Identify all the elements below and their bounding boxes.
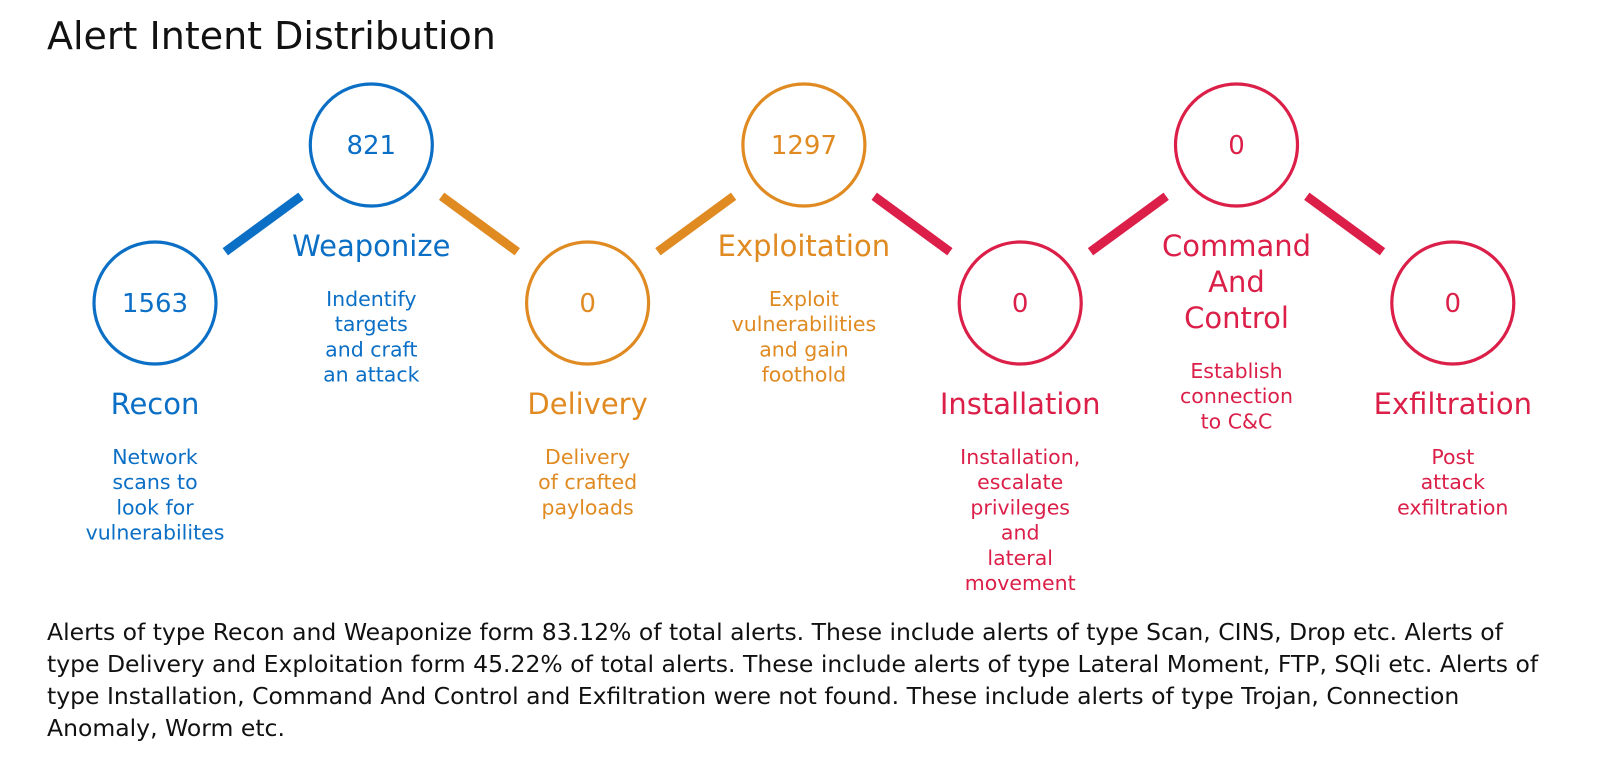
stage-description-line: payloads: [541, 495, 633, 519]
stage-description-line: vulnerabilites: [86, 521, 225, 545]
stage-description-recon: Network scans to look for vulnerabilites: [86, 445, 225, 545]
stage-count-exploitation: 1297: [771, 131, 837, 161]
stage-description-line: Exploit: [769, 287, 839, 311]
stage-recon: 1563 Recon Network scans to look for vulnerab…: [86, 240, 225, 545]
stage-count-recon: 1563: [122, 289, 188, 319]
stage-circle-weaponize: [308, 82, 434, 208]
stage-description-line: an attack: [323, 363, 420, 387]
stage-circle-delivery: [524, 240, 651, 366]
stage-exfiltration: 0 Exfiltration Post attack exfiltration: [1374, 240, 1532, 519]
stage-description-line: lateral: [987, 546, 1053, 570]
connector-weaponize-to-delivery: [438, 192, 520, 256]
summary-text-block: Alerts of type Recon and Weaponize form …: [47, 616, 1557, 744]
stage-description-exploitation: Exploit vulnerabilities and gain foothold: [732, 287, 877, 387]
connector-installation-to-command-and-control: [1087, 192, 1169, 256]
stage-label-line: And: [1208, 265, 1265, 299]
stage-count-installation: 0: [1012, 289, 1029, 319]
stage-weaponize: 821 Weaponize Indentify targets and craft an …: [292, 82, 450, 387]
stage-circle-exploitation: [741, 82, 867, 208]
stage-description-delivery: Delivery of crafted payloads: [538, 445, 637, 519]
stage-description-line: scans to: [112, 470, 197, 494]
stage-label-line: Command: [1162, 229, 1311, 263]
stage-description-line: of crafted: [538, 470, 637, 494]
stage-installation: 0 Installation Installation, escalate privil…: [940, 240, 1101, 595]
stage-label-line: Installation: [940, 387, 1101, 421]
connector-command-and-control-to-exfiltration: [1304, 192, 1386, 256]
stage-label-delivery: Delivery: [527, 387, 647, 421]
stage-label-line: Control: [1184, 301, 1289, 335]
stage-description-line: targets: [335, 312, 408, 336]
stage-description-line: vulnerabilities: [732, 312, 877, 336]
stage-command-and-control: 0 Command And Control Establish connection to …: [1162, 82, 1311, 433]
stage-description-line: attack: [1421, 470, 1485, 494]
connector-recon-to-weaponize: [222, 192, 304, 256]
stage-label-line: Exploitation: [718, 229, 890, 263]
page-title: Alert Intent Distribution: [47, 14, 496, 58]
stage-count-delivery: 0: [579, 289, 596, 319]
stage-description-line: exfiltration: [1397, 495, 1508, 519]
stage-description-line: look for: [116, 495, 194, 519]
stage-description-weaponize: Indentify targets and craft an attack: [323, 287, 420, 387]
stage-label-weaponize: Weaponize: [292, 229, 450, 263]
stage-label-exfiltration: Exfiltration: [1374, 387, 1532, 421]
stage-label-line: Exfiltration: [1374, 387, 1532, 421]
stage-description-line: and: [1001, 521, 1040, 545]
stage-circle-installation: [957, 240, 1083, 366]
stage-description-exfiltration: Post attack exfiltration: [1397, 445, 1508, 519]
stage-circle-exfiltration: [1390, 240, 1516, 366]
stage-label-exploitation: Exploitation: [718, 229, 890, 263]
stage-label-command-and-control: Command And Control: [1162, 229, 1311, 335]
stage-description-line: and craft: [325, 337, 417, 361]
stage-label-line: Delivery: [527, 387, 647, 421]
connector-delivery-to-exploitation: [655, 192, 737, 256]
stage-count-exfiltration: 0: [1445, 289, 1462, 319]
stage-description-line: Establish: [1190, 359, 1282, 383]
stage-exploitation: 1297 Exploitation Exploit vulnerabilities an…: [718, 82, 890, 387]
summary-paragraph: Alerts of type Recon and Weaponize form …: [47, 618, 1539, 742]
stage-description-line: Indentify: [326, 287, 416, 311]
stage-description-line: to C&C: [1201, 409, 1273, 433]
stage-description-line: foothold: [762, 363, 847, 387]
stage-description-line: movement: [965, 571, 1076, 595]
stage-description-command-and-control: Establish connection to C&C: [1180, 359, 1293, 433]
stage-description-line: escalate: [977, 470, 1063, 494]
stage-description-line: privileges: [970, 495, 1070, 519]
stage-label-installation: Installation: [940, 387, 1101, 421]
stage-description-line: connection: [1180, 384, 1293, 408]
stage-count-weaponize: 821: [346, 131, 396, 161]
stage-circle-recon: [92, 240, 218, 366]
stage-description-line: Post: [1431, 445, 1474, 469]
stage-label-line: Recon: [111, 387, 200, 421]
stage-description-line: Installation,: [960, 445, 1080, 469]
stage-description-line: Network: [112, 445, 198, 469]
stage-description-line: Delivery: [545, 445, 630, 469]
stage-count-command-and-control: 0: [1228, 131, 1245, 161]
stage-label-line: Weaponize: [292, 229, 450, 263]
stage-description-installation: Installation, escalate privileges and latera…: [960, 445, 1080, 595]
stage-label-recon: Recon: [111, 387, 200, 421]
connector-exploitation-to-installation: [871, 192, 953, 256]
stage-description-line: and gain: [759, 337, 848, 361]
stage-circle-command-and-control: [1173, 82, 1300, 208]
